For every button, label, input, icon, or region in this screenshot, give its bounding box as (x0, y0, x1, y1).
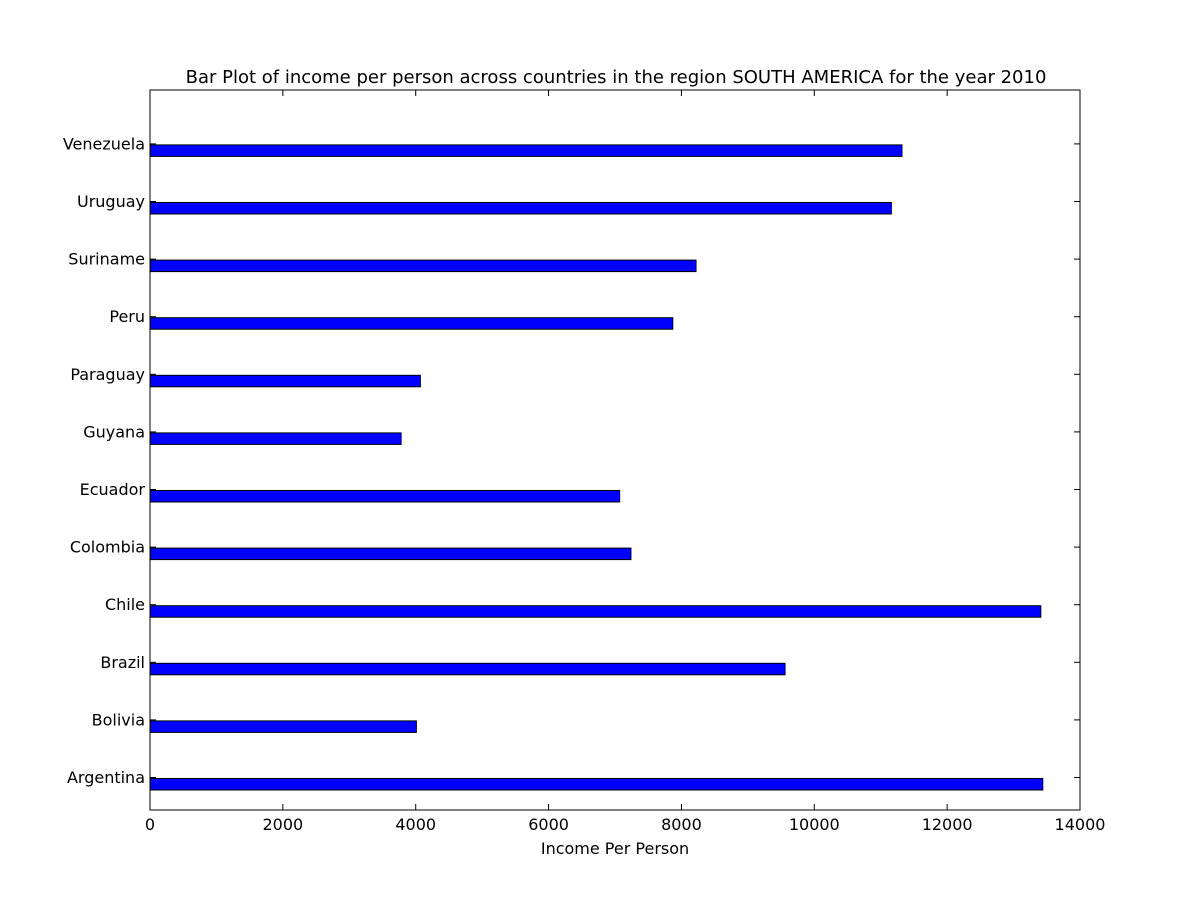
bar-peru (149, 317, 674, 330)
y-tick-label: Peru (109, 307, 145, 326)
bar-chile (149, 605, 1042, 618)
x-tick-label: 12000 (922, 815, 973, 834)
bar-bolivia (149, 720, 417, 733)
bar-paraguay (149, 374, 421, 388)
y-tick-label: Uruguay (77, 192, 145, 211)
x-tick-label: 0 (145, 815, 155, 834)
y-tick-label: Colombia (70, 538, 145, 557)
labels-layer: Argentina Bolivia Brazil Chile Colombia Ecuad… (63, 134, 1106, 834)
plot-frame (149, 89, 1081, 811)
bar-colombia (149, 547, 632, 561)
y-tick-label: Suriname (68, 250, 145, 269)
x-tick-label: 2000 (262, 815, 303, 834)
bar-ecuador (149, 490, 621, 503)
bar-suriname (149, 259, 697, 273)
x-tick-label: 8000 (661, 815, 702, 834)
bar-venezuela (149, 144, 903, 157)
y-tick-label: Bolivia (92, 710, 145, 729)
chart-title: Bar Plot of income per person across cou… (186, 67, 1047, 88)
x-tick-label: 14000 (1055, 815, 1106, 834)
x-tick-label: 10000 (789, 815, 840, 834)
y-tick-label: Argentina (67, 768, 145, 787)
x-tick-label: 6000 (528, 815, 569, 834)
y-tick-label: Brazil (100, 653, 145, 672)
ticks-layer (149, 90, 1081, 810)
y-tick-label: Paraguay (70, 365, 145, 384)
x-axis-label: Income Per Person (541, 839, 689, 858)
bar-brazil (149, 662, 786, 676)
bar-guyana (149, 432, 402, 445)
x-tick-label: 4000 (395, 815, 436, 834)
bar-uruguay (149, 202, 892, 215)
y-tick-label: Venezuela (63, 134, 145, 153)
y-tick-label: Chile (105, 595, 145, 614)
bars-layer (149, 144, 1044, 791)
bar-argentina (149, 778, 1044, 791)
y-tick-label: Ecuador (80, 480, 146, 499)
y-tick-label: Guyana (83, 422, 145, 441)
